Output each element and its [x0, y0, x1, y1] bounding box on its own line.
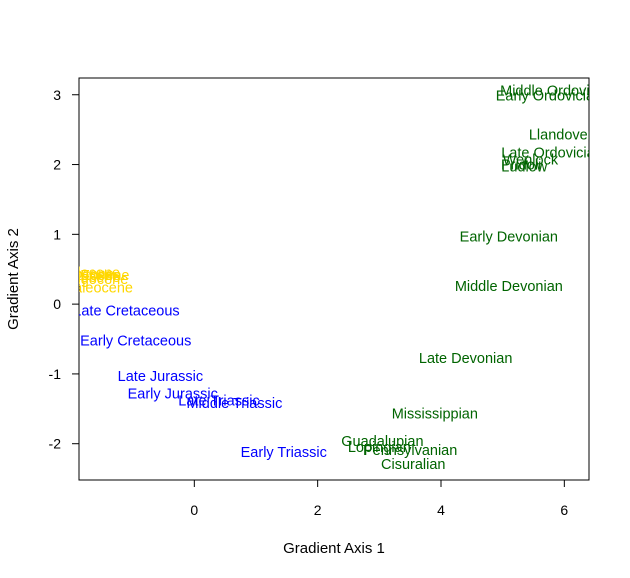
point-label: Pleistocene [46, 268, 121, 284]
point-label: Mississippian [392, 407, 478, 423]
point-label: Holocene [59, 266, 120, 282]
y-tick-label: 2 [53, 157, 61, 173]
point-label: Late Cretaceous [73, 303, 179, 319]
point-label: Ludlow [501, 160, 547, 176]
point-label: Middle Triassic [186, 396, 282, 412]
x-tick-label: 2 [314, 502, 322, 518]
point-label: Wenlock [503, 153, 559, 169]
point-label: Late Jurassic [118, 369, 203, 385]
y-tick-label: 0 [53, 296, 61, 312]
point-label: Eocene [80, 268, 129, 284]
point-label: Early Jurassic [128, 386, 218, 402]
point-label: Cisuralian [381, 457, 445, 473]
point-label: Llandovery [529, 128, 601, 144]
y-axis: -2 -1 0 1 2 3 [49, 87, 79, 452]
point-label: Late Devonian [419, 351, 513, 367]
point-label: Miocene [59, 266, 114, 282]
y-axis-title: Gradient Axis 2 [5, 228, 22, 330]
y-tick-label: 1 [53, 226, 61, 242]
x-tick-label: 4 [437, 502, 445, 518]
point-label: Early Ordovician [496, 88, 602, 104]
point-label: Pennsylvanian [363, 443, 457, 459]
x-tick-label: 6 [560, 502, 568, 518]
point-label: Guadalupian [341, 434, 423, 450]
point-label: Middle Ordovician [500, 84, 616, 100]
point-label: Late Triassic [178, 393, 259, 409]
x-axis: 0 2 4 6 [190, 480, 568, 518]
point-label: Middle Devonian [455, 279, 563, 295]
point-label: Lopingian [348, 440, 411, 456]
x-tick-label: 0 [190, 502, 198, 518]
y-tick-label: -2 [49, 436, 62, 452]
point-label: Late Ordovician [501, 146, 603, 162]
y-tick-label: -1 [49, 366, 62, 382]
point-label: Early Cretaceous [80, 333, 191, 349]
point-label: Paleocene [64, 280, 133, 296]
plot-frame [78, 77, 590, 481]
point-label: Pridoli [501, 158, 541, 174]
y-tick-label: 3 [53, 87, 61, 103]
x-axis-title: Gradient Axis 1 [283, 540, 385, 557]
point-label: Early Triassic [241, 445, 327, 461]
point-label: Early Devonian [460, 229, 558, 245]
point-label: Oligocene [63, 272, 128, 288]
point-label: Pliocene [65, 270, 121, 286]
